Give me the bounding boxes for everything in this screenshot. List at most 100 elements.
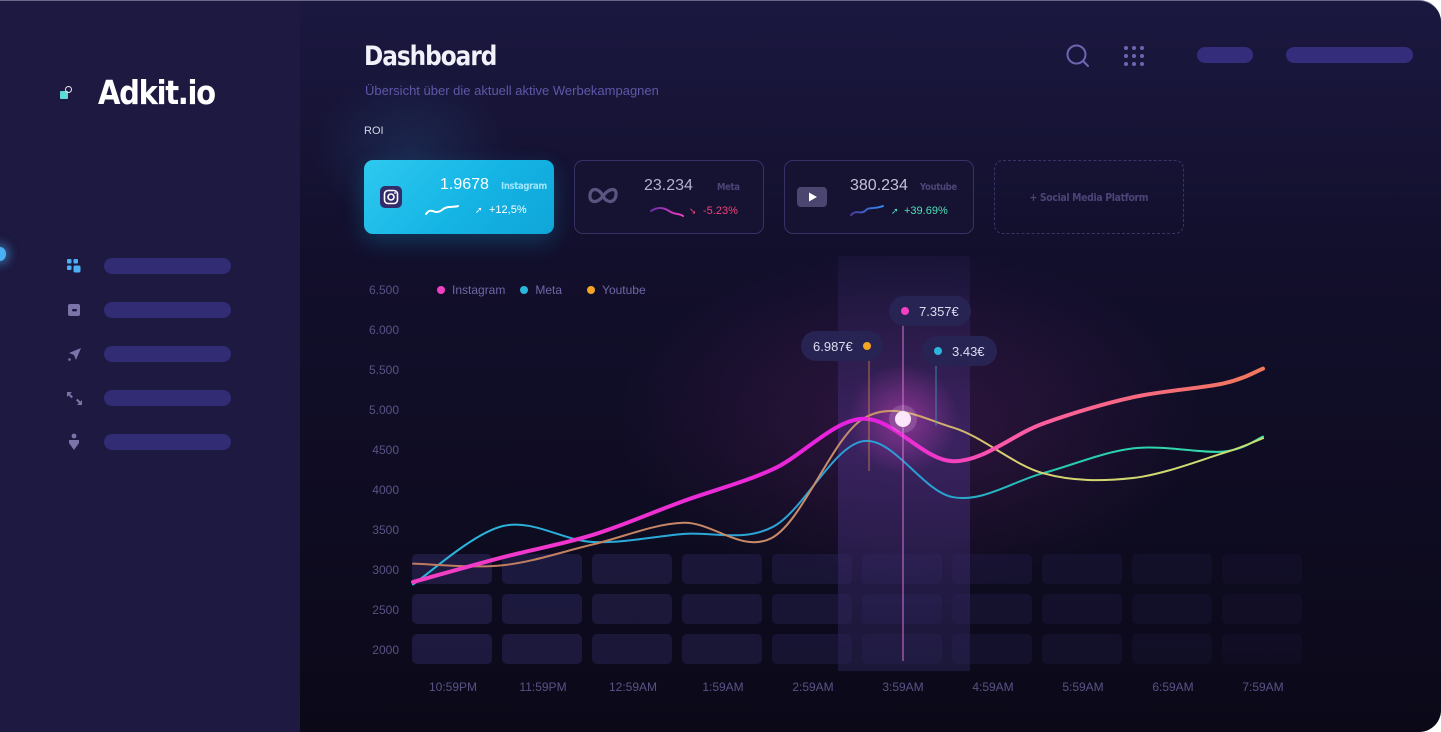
sidebar-item-label [104,302,231,318]
sidebar: Adkit.io [0,1,300,732]
sparkline [649,201,689,226]
send-plane-icon [60,344,88,364]
series-line-instagram [411,366,1265,584]
header-placeholder-button[interactable] [1197,47,1253,63]
legend-label: Meta [535,283,563,297]
page-subtitle: Übersicht über die aktuell aktive Werbek… [365,83,659,98]
x-tick: 2:59AM [792,680,834,694]
main-content: Dashboard Übersicht über die aktuell akt… [300,1,1441,732]
add-social-platform-button[interactable]: + Social Media Platform [994,160,1184,234]
series-line-youtube [412,410,1264,568]
legend-item-youtube[interactable]: Youtube [587,283,646,297]
tooltip-value: 3.43€ [952,343,985,359]
youtube-dot-icon [587,286,596,294]
sidebar-item-label [104,390,231,406]
meta-dot-icon [520,286,529,294]
chart-background-grid [412,554,1302,664]
logo-mark-icon [60,85,74,101]
wallet-icon [60,300,88,320]
sidebar-nav [60,244,231,464]
roi-value: 23.234 [644,177,693,194]
sidebar-item-label [104,258,231,274]
youtube-dot-icon [862,342,871,350]
youtube-icon [797,187,827,212]
legend-label: Youtube [602,283,646,297]
y-tick: 3000 [372,563,399,577]
x-tick: 7:59AM [1242,680,1284,694]
dashboard-grid-icon [60,256,88,276]
y-tick: 3500 [372,523,399,537]
trend-down-icon: ➘ [689,206,697,216]
roi-line-chart: Instagram Meta Youtube 6.500 6.000 5.500… [300,1,1441,732]
tooltip-meta: 3.43€ [922,336,997,366]
tooltip-value: 7.357€ [919,303,959,319]
roi-section-label: ROI [364,125,384,137]
x-tick: 10:59PM [428,680,478,694]
sidebar-item-dashboard[interactable] [60,244,231,288]
y-tick: 4000 [372,483,399,497]
y-tick: 5.500 [368,363,399,377]
x-tick: 5:59AM [1062,680,1104,694]
roi-change: +39.69% [904,205,948,217]
chart-legend: Instagram Meta Youtube [437,283,661,297]
tooltip-youtube: 6.987€ [801,331,883,361]
roi-card-meta[interactable]: 23.234 Meta ➘ -5.23% [574,160,764,234]
instagram-dot-icon [437,286,445,294]
sidebar-item-wallet[interactable] [60,288,231,332]
roi-value: 1.9678 [440,176,489,193]
sidebar-item-campaigns[interactable] [60,332,231,376]
page-title: Dashboard [364,41,497,72]
sidebar-item-label [104,346,231,362]
roi-card-youtube[interactable]: 380.234 Youtube ➚ +39.69% [784,160,974,234]
platform-name: Youtube [920,182,957,193]
x-tick: 12:59AM [608,680,658,694]
app-name: Adkit.io [98,73,216,112]
roi-value: 380.234 [850,177,908,194]
tooltip-instagram: 7.357€ [889,296,971,326]
instagram-icon [380,186,402,213]
y-tick: 2500 [372,603,399,617]
trend-up-icon: ➚ [891,206,899,216]
header-actions [1065,43,1145,69]
meta-dot-icon [934,347,942,355]
y-tick: 5.000 [368,403,399,417]
logo[interactable]: Adkit.io [60,73,231,112]
sparkline [849,201,889,226]
roi-card-instagram[interactable]: 1.9678 Instagram ➚ +12,5% [364,160,554,234]
sidebar-item-profile[interactable] [60,420,231,464]
apps-grid-icon[interactable] [1123,45,1145,67]
y-tick: 6.000 [368,323,399,337]
add-platform-label: + Social Media Platform [1029,190,1149,204]
active-nav-indicator [0,247,6,261]
sparkline [424,200,464,225]
chart-plot-area[interactable] [300,1,1441,732]
x-tick: 4:59AM [972,680,1014,694]
highlight-point [895,411,911,427]
trend-up-icon: ➚ [475,205,483,215]
sidebar-item-collapse[interactable] [60,376,231,420]
collapse-arrows-icon [60,388,88,408]
y-tick: 4500 [372,443,399,457]
legend-item-meta[interactable]: Meta [520,283,562,297]
platform-name: Meta [717,182,740,193]
person-pin-icon [60,432,88,452]
y-tick: 2000 [372,643,399,657]
platform-name: Instagram [501,181,547,192]
x-tick: 6:59AM [1152,680,1194,694]
meta-icon [587,185,619,212]
roi-change: -5.23% [703,205,738,217]
legend-item-instagram[interactable]: Instagram [437,283,505,297]
legend-label: Instagram [452,283,506,297]
y-tick: 6.500 [368,283,399,297]
roi-change: +12,5% [489,204,527,216]
x-tick: 1:59AM [702,680,744,694]
series-line-meta [412,435,1264,586]
header-placeholder-profile[interactable] [1286,47,1413,63]
tooltip-value: 6.987€ [813,338,853,354]
sidebar-item-label [104,434,231,450]
search-icon[interactable] [1065,43,1091,69]
instagram-dot-icon [901,307,909,315]
x-tick: 3:59AM [882,680,924,694]
x-tick: 11:59PM [519,680,567,694]
